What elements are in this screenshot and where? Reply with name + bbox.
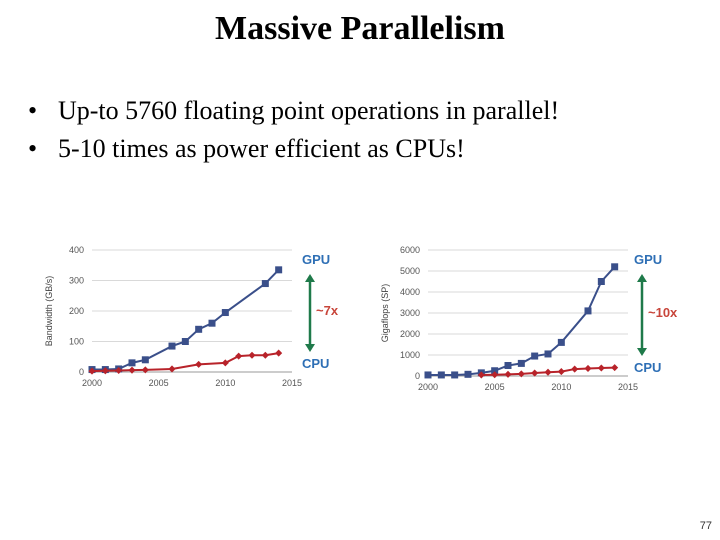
arrow-up-icon [637,274,647,282]
cpu-data-point [261,351,269,359]
x-tick-label: 2010 [551,382,571,392]
arrow-down-icon [305,344,315,352]
cpu-data-point [248,351,256,359]
cpu-data-point [235,352,243,360]
y-tick-label: 0 [415,371,420,381]
cpu-data-point [128,366,136,374]
x-tick-label: 2015 [282,378,302,388]
ratio-label: ~10x [648,305,678,320]
gpu-data-point [275,266,283,274]
x-tick-label: 2010 [215,378,235,388]
gpu-series-line [428,266,616,376]
cpu-data-point [544,368,552,376]
gpu-data-point [195,325,203,333]
y-tick-label: 5000 [400,266,420,276]
gpu-data-point [168,342,176,350]
gpu-data-point [557,338,565,346]
gpu-data-point [128,359,136,367]
bullet-item: • 5-10 times as power efficient as CPUs! [28,130,559,168]
y-tick-label: 400 [69,245,84,255]
gpu-label: GPU [302,252,330,267]
cpu-label: CPU [634,360,661,375]
gpu-data-point [261,280,269,288]
cpu-data-point [611,364,619,372]
y-tick-label: 3000 [400,308,420,318]
gpu-data-point [181,338,189,345]
cpu-data-point [275,349,283,357]
y-axis-label: Gigaflops (SP) [380,284,390,343]
cpu-label: CPU [302,356,329,371]
x-tick-label: 2000 [82,378,102,388]
cpu-data-point [597,364,605,372]
y-tick-label: 300 [69,276,84,286]
bullet-text: Up-to 5760 floating point operations in … [58,96,560,125]
gpu-data-point [141,356,149,364]
gpu-data-point [491,367,499,375]
y-tick-label: 100 [69,337,84,347]
cpu-data-point [517,370,525,378]
gpu-data-point [451,371,459,379]
cpu-data-point [115,366,123,375]
arrow-up-icon [305,274,315,282]
x-tick-label: 2015 [618,382,638,392]
gpu-data-point [424,371,432,379]
x-tick-label: 2005 [485,382,505,392]
cpu-data-point [557,368,565,376]
gpu-data-point [208,319,216,327]
cpu-data-point [571,365,579,373]
gpu-data-point [544,350,552,358]
y-tick-label: 6000 [400,245,420,255]
y-tick-label: 2000 [400,329,420,339]
x-tick-label: 2000 [418,382,438,392]
gpu-data-point [221,309,229,317]
cpu-data-point [504,370,512,378]
bullet-item: • Up-to 5760 floating point operations in… [28,92,559,130]
slide-title: Massive Parallelism [215,10,505,47]
gpu-data-point [597,278,605,285]
bullet-icon: • [28,134,38,163]
bullet-text: 5-10 times as power efficient as CPUs! [58,134,465,163]
gpu-data-point [517,359,525,367]
x-tick-label: 2005 [149,378,169,388]
arrow-down-icon [637,348,647,356]
y-tick-label: 4000 [400,287,420,297]
gpu-data-point [584,307,592,315]
cpu-data-point [531,369,539,377]
bandwidth-chart: 0 100 200 300 400 2000 2005 2010 2015 Bandwidth (… [44,245,339,388]
cpu-data-point [584,364,592,372]
gpu-data-point [464,370,472,378]
bullet-icon: • [28,96,38,125]
y-axis-label: Bandwidth (GB/s) [44,276,54,347]
gigaflops-chart: 0 1000 2000 3000 4000 5000 6000 2000 2005 2010 201… [380,245,678,392]
gpu-data-point [437,371,445,379]
y-tick-label: 200 [69,306,84,316]
page-number: 77 [699,520,712,532]
gpu-data-point [611,263,619,271]
gpu-data-point [531,352,539,360]
bullet-list: • Up-to 5760 floating point operations in… [28,92,559,168]
ratio-label: ~7x [316,303,339,318]
cpu-data-point [195,360,203,368]
y-tick-label: 0 [79,367,84,377]
cpu-data-point [168,365,176,373]
gpu-label: GPU [634,252,662,267]
gpu-data-point [504,362,512,369]
cpu-data-point [221,359,229,367]
y-tick-label: 1000 [400,350,420,360]
cpu-data-point [101,367,109,375]
